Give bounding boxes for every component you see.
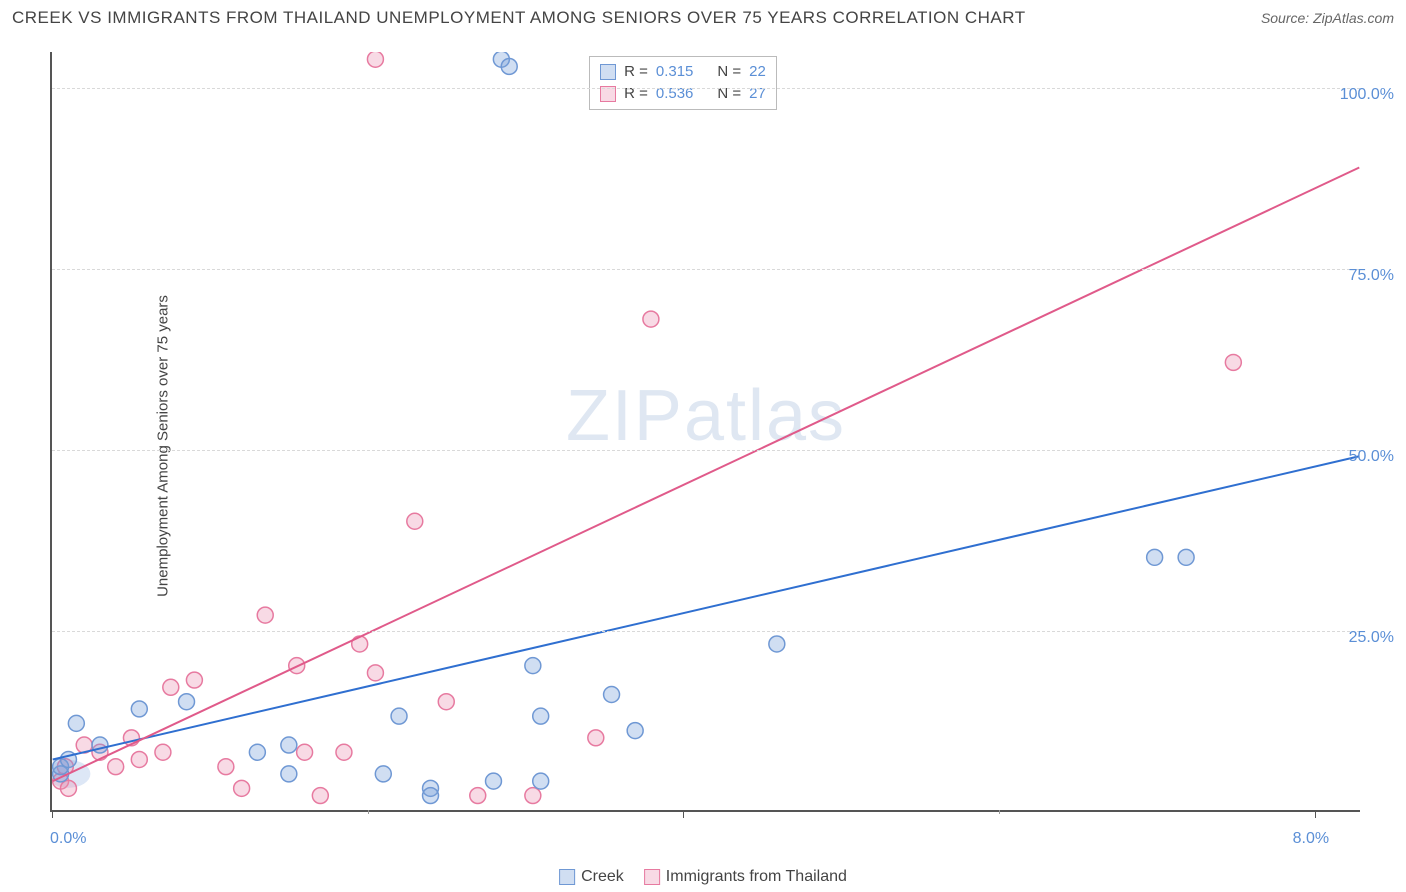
watermark: ZIPatlas: [566, 375, 846, 457]
chart-svg: [52, 52, 1360, 810]
gridline: [52, 88, 1360, 89]
x-tick-label: 8.0%: [1293, 830, 1329, 848]
legend-item-creek: Creek: [559, 868, 624, 886]
series-legend: Creek Immigrants from Thailand: [559, 868, 847, 886]
gridline: [52, 450, 1360, 451]
legend-row-thailand: R = 0.536 N = 27: [600, 83, 766, 105]
x-tick-label: 0.0%: [50, 830, 86, 848]
swatch-creek: [600, 64, 616, 80]
y-tick-label: 50.0%: [1349, 448, 1394, 466]
correlation-legend: R = 0.315 N = 22 R = 0.536 N = 27: [589, 56, 777, 110]
legend-row-creek: R = 0.315 N = 22: [600, 61, 766, 83]
x-tick-minor: [368, 810, 369, 814]
header: CREEK VS IMMIGRANTS FROM THAILAND UNEMPL…: [12, 8, 1394, 28]
gridline: [52, 631, 1360, 632]
y-tick-label: 25.0%: [1349, 629, 1394, 647]
gridline: [52, 269, 1360, 270]
x-tick: [683, 810, 684, 818]
x-tick: [1315, 810, 1316, 818]
swatch-thailand: [644, 869, 660, 885]
y-tick-label: 75.0%: [1349, 267, 1394, 285]
y-tick-label: 100.0%: [1340, 86, 1394, 104]
legend-item-thailand: Immigrants from Thailand: [644, 868, 847, 886]
chart-title: CREEK VS IMMIGRANTS FROM THAILAND UNEMPL…: [12, 8, 1026, 28]
plot-area: ZIPatlas R = 0.315 N = 22 R = 0.536 N = …: [50, 52, 1360, 812]
source-label: Source: ZipAtlas.com: [1261, 10, 1394, 26]
x-tick: [52, 810, 53, 818]
x-tick-minor: [999, 810, 1000, 814]
swatch-creek: [559, 869, 575, 885]
